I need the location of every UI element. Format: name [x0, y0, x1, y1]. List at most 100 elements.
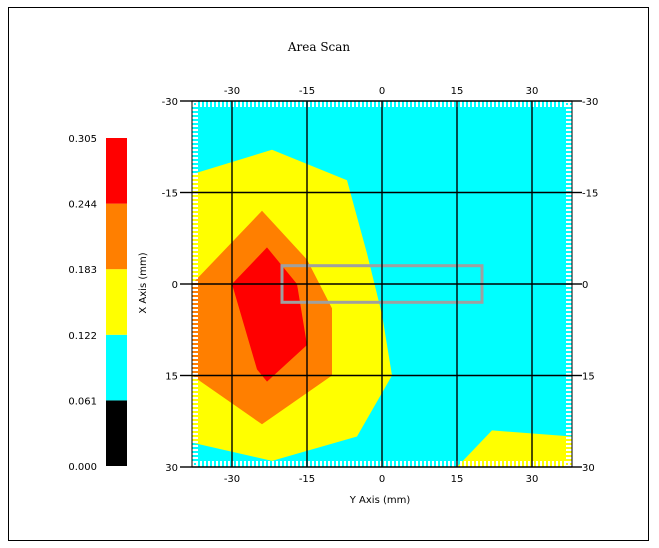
edge-dot-left: [192, 153, 198, 155]
edge-dot-bottom: [560, 461, 562, 467]
edge-dot-right: [566, 453, 572, 455]
edge-dot-top: [232, 101, 234, 107]
edge-dot-left: [192, 105, 198, 107]
edge-dot-right: [566, 113, 572, 115]
edge-dot-bottom: [440, 461, 442, 467]
edge-dot-bottom: [512, 461, 514, 467]
edge-dot-left: [192, 197, 198, 199]
edge-dot-bottom: [320, 461, 322, 467]
edge-dot-right: [566, 377, 572, 379]
edge-dot-left: [192, 149, 198, 151]
edge-dot-left: [192, 269, 198, 271]
edge-dot-top: [212, 101, 214, 107]
edge-dot-left: [192, 349, 198, 351]
edge-dot-right: [566, 153, 572, 155]
edge-dot-right: [566, 401, 572, 403]
edge-dot-top: [368, 101, 370, 107]
edge-dot-left: [192, 409, 198, 411]
edge-dot-top: [488, 101, 490, 107]
edge-dot-bottom: [424, 461, 426, 467]
edge-dot-bottom: [332, 461, 334, 467]
edge-dot-bottom: [316, 461, 318, 467]
y-tick-label-left: 15: [165, 372, 178, 383]
edge-dot-right: [566, 457, 572, 459]
x-tick-label-top: 15: [451, 86, 464, 97]
edge-dot-bottom: [396, 461, 398, 467]
edge-dot-top: [280, 101, 282, 107]
edge-dot-top: [452, 101, 454, 107]
edge-dot-left: [192, 369, 198, 371]
edge-dot-right: [566, 341, 572, 343]
edge-dot-left: [192, 405, 198, 407]
edge-dot-left: [192, 165, 198, 167]
edge-dot-top: [348, 101, 350, 107]
edge-dot-bottom: [216, 461, 218, 467]
edge-dot-bottom: [232, 461, 234, 467]
x-tick-label-bottom: 0: [379, 474, 385, 485]
edge-dot-left: [192, 157, 198, 159]
x-axis-label: Y Axis (mm): [349, 495, 411, 506]
edge-dot-top: [308, 101, 310, 107]
edge-dot-left: [192, 325, 198, 327]
edge-dot-bottom: [324, 461, 326, 467]
edge-dot-left: [192, 441, 198, 443]
edge-dot-left: [192, 213, 198, 215]
edge-dot-left: [192, 229, 198, 231]
edge-dot-top: [288, 101, 290, 107]
edge-dot-bottom: [308, 461, 310, 467]
edge-dot-right: [566, 217, 572, 219]
edge-dot-right: [566, 185, 572, 187]
edge-dot-right: [566, 393, 572, 395]
edge-dot-top: [436, 101, 438, 107]
edge-dot-left: [192, 249, 198, 251]
edge-dot-right: [566, 273, 572, 275]
edge-dot-left: [192, 169, 198, 171]
edge-dot-top: [380, 101, 382, 107]
edge-dot-top: [496, 101, 498, 107]
edge-dot-left: [192, 293, 198, 295]
edge-dot-top: [556, 101, 558, 107]
edge-dot-left: [192, 125, 198, 127]
edge-dot-right: [566, 349, 572, 351]
edge-dot-bottom: [500, 461, 502, 467]
edge-dot-bottom: [496, 461, 498, 467]
edge-dot-top: [544, 101, 546, 107]
edge-dot-bottom: [548, 461, 550, 467]
edge-dot-bottom: [532, 461, 534, 467]
edge-dot-bottom: [244, 461, 246, 467]
edge-dot-right: [566, 365, 572, 367]
edge-dot-bottom: [380, 461, 382, 467]
edge-dot-bottom: [420, 461, 422, 467]
edge-dot-bottom: [336, 461, 338, 467]
edge-dot-top: [468, 101, 470, 107]
edge-dot-left: [192, 345, 198, 347]
edge-dot-right: [566, 353, 572, 355]
edge-dot-top: [388, 101, 390, 107]
edge-dot-left: [192, 313, 198, 315]
edge-dot-right: [566, 425, 572, 427]
edge-dot-right: [566, 413, 572, 415]
edge-dot-bottom: [304, 461, 306, 467]
edge-dot-bottom: [360, 461, 362, 467]
contour-region-1: [457, 430, 572, 467]
edge-dot-bottom: [488, 461, 490, 467]
edge-dot-left: [192, 141, 198, 143]
colorbar-segment-4: [106, 138, 127, 204]
edge-dot-left: [192, 389, 198, 391]
edge-dot-left: [192, 133, 198, 135]
edge-dot-bottom: [412, 461, 414, 467]
edge-dot-left: [192, 461, 198, 463]
edge-dot-top: [536, 101, 538, 107]
edge-dot-bottom: [296, 461, 298, 467]
edge-dot-top: [300, 101, 302, 107]
edge-dot-top: [396, 101, 398, 107]
edge-dot-left: [192, 241, 198, 243]
edge-dot-right: [566, 189, 572, 191]
colorbar-segment-3: [106, 203, 127, 270]
edge-dot-top: [328, 101, 330, 107]
y-tick-label-right: 30: [582, 463, 595, 474]
edge-dot-bottom: [436, 461, 438, 467]
y-tick-label-left: 30: [165, 463, 178, 474]
edge-dot-right: [566, 417, 572, 419]
edge-dot-left: [192, 261, 198, 263]
